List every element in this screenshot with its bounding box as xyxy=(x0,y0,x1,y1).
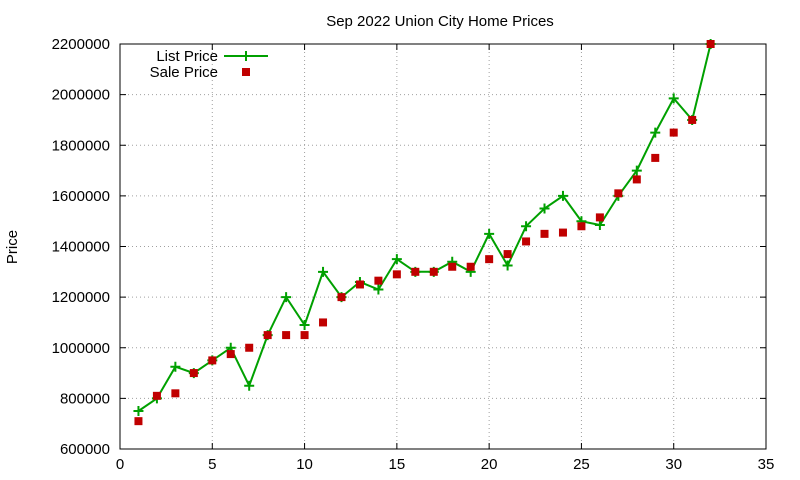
sale-price-point xyxy=(503,250,512,259)
list-price-point xyxy=(373,284,384,295)
sale-price-point xyxy=(134,417,143,426)
x-tick-label: 25 xyxy=(573,456,590,473)
sale-price-point xyxy=(577,222,586,231)
sale-price-point xyxy=(540,229,549,238)
sale-price-point xyxy=(706,40,715,48)
y-tick-label: 1200000 xyxy=(52,289,110,306)
chart-title: Sep 2022 Union City Home Prices xyxy=(326,13,554,30)
x-tick-label: 20 xyxy=(481,456,498,473)
list-price-point xyxy=(318,266,329,277)
sale-price-point xyxy=(448,262,457,271)
sale-price-point xyxy=(466,262,475,271)
list-price-point xyxy=(557,190,568,201)
legend-marker-sale-price xyxy=(242,68,250,76)
x-tick-label: 30 xyxy=(665,456,682,473)
list-price-point xyxy=(281,292,292,303)
sale-price-point xyxy=(522,237,531,246)
sale-price-point xyxy=(429,267,438,276)
sale-price-point xyxy=(171,389,180,398)
series-layer xyxy=(133,39,716,426)
list-price-point xyxy=(521,221,532,232)
list-price-point xyxy=(650,127,661,138)
sale-price-point xyxy=(392,270,401,279)
sale-price-point xyxy=(300,331,309,340)
sale-price-point xyxy=(208,356,217,365)
sale-price-point xyxy=(614,189,623,198)
x-tick-label: 10 xyxy=(296,456,313,473)
sale-price-point xyxy=(189,369,198,378)
sale-price-point xyxy=(411,267,420,276)
y-tick-label: 1400000 xyxy=(52,239,110,256)
x-tick-label: 35 xyxy=(758,456,775,473)
y-axis-label: Price xyxy=(4,230,21,264)
list-price-point xyxy=(539,203,550,214)
sale-price-point xyxy=(319,318,328,327)
sale-price-point xyxy=(337,293,346,302)
sale-price-point xyxy=(263,331,272,340)
list-price-line xyxy=(137,43,712,412)
x-tick-label: 5 xyxy=(208,456,216,473)
list-price-point xyxy=(391,254,402,265)
list-price-point xyxy=(244,380,255,391)
y-tick-label: 600000 xyxy=(60,441,110,458)
y-tick-label: 1800000 xyxy=(52,137,110,154)
list-price-point xyxy=(133,406,144,417)
sale-price-point xyxy=(226,350,235,359)
legend-marker-list-price xyxy=(241,51,251,61)
y-tick-label: 1600000 xyxy=(52,188,110,205)
sale-price-point xyxy=(355,280,364,289)
list-price-point xyxy=(631,165,642,176)
sale-price-point xyxy=(595,213,604,222)
y-tick-label: 800000 xyxy=(60,390,110,407)
sale-price-point xyxy=(669,128,678,137)
axis-ticks: 0 5 10 15 20 25 30 35 600000 800000 1000000 1200000… xyxy=(52,36,775,473)
y-tick-label: 2000000 xyxy=(52,87,110,104)
legend-label-sale-price: Sale Price xyxy=(150,64,218,81)
x-tick-label: 0 xyxy=(116,456,124,473)
sale-price-point xyxy=(632,175,641,184)
sale-price-point xyxy=(374,276,383,285)
list-price-point xyxy=(502,260,513,271)
x-tick-label: 15 xyxy=(389,456,406,473)
sale-price-point xyxy=(245,343,254,352)
sale-price-point xyxy=(282,331,291,340)
sale-price-point xyxy=(485,255,494,264)
legend-label-list-price: List Price xyxy=(156,48,218,65)
sale-price-point xyxy=(688,115,697,124)
list-price-point xyxy=(668,93,679,104)
sale-price-point xyxy=(558,228,567,237)
y-tick-label: 1000000 xyxy=(52,340,110,357)
list-price-point xyxy=(299,319,310,330)
y-tick-label: 2200000 xyxy=(52,36,110,53)
sale-price-point xyxy=(152,391,161,400)
sale-price-point xyxy=(651,153,660,162)
list-price-point xyxy=(170,361,181,372)
list-price-point xyxy=(484,228,495,239)
grid-lines xyxy=(120,44,766,449)
list-price-point xyxy=(594,219,605,230)
